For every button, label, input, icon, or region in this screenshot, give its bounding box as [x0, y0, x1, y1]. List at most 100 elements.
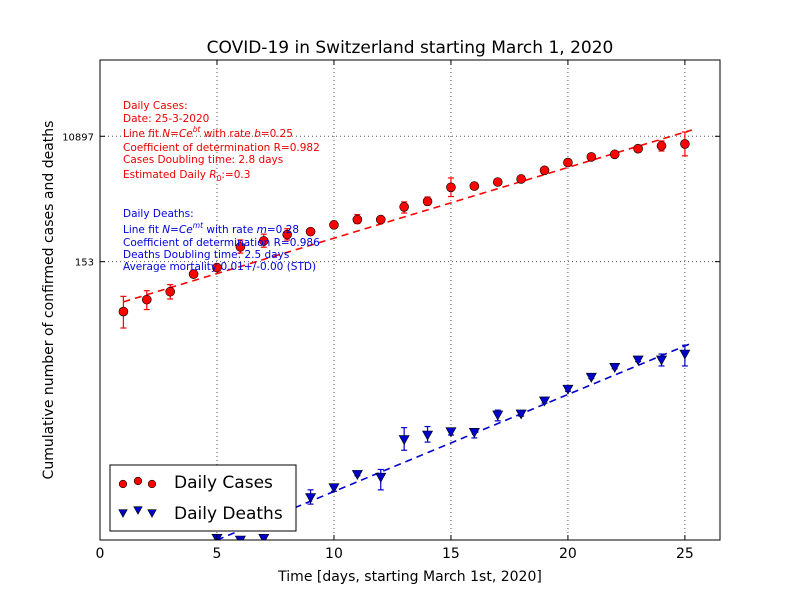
cases-annotation-date: Date: 25-3-2020 [123, 113, 209, 125]
deaths-point [515, 409, 527, 420]
deaths-annotation-header: Daily Deaths: [123, 208, 194, 220]
data-markers [118, 131, 691, 540]
cases-point [375, 214, 386, 225]
deaths-fit-var: m [257, 224, 267, 236]
x-axis-label: Time [days, starting March 1st, 2020] [277, 569, 542, 585]
deaths-point [351, 470, 363, 481]
y-tick-label: 10897 [62, 132, 94, 143]
cases-r0-sub: 0 [217, 174, 222, 183]
deaths-point [539, 396, 551, 407]
deaths-point [492, 410, 504, 421]
deaths-point [398, 435, 410, 446]
cases-annotation-fit: Line fit N=Cebt with rate b=0.25 [123, 125, 293, 140]
cases-point [422, 196, 433, 207]
deaths-point [679, 349, 691, 360]
legend-box [109, 464, 297, 532]
legend-marker-deaths [118, 509, 128, 518]
deaths-point [585, 372, 597, 383]
cases-point [141, 294, 152, 305]
x-tick-label: 0 [96, 546, 105, 562]
deaths-point [445, 427, 457, 438]
cases-fit-mid: with rate [200, 128, 254, 140]
cases-fit-c: Ce [179, 128, 193, 140]
deaths-annotation-r: Coefficient of determination R=0.986 [123, 237, 320, 249]
cases-point [633, 143, 643, 154]
grid [100, 60, 720, 540]
deaths-fit-n: N [162, 224, 170, 236]
cases-point [352, 214, 363, 225]
cases-point [609, 149, 620, 160]
cases-point [282, 229, 292, 240]
x-tick-label: 25 [676, 546, 694, 562]
cases-annotation-r: Coefficient of determination R=0.982 [123, 142, 320, 154]
cases-annotation: Daily Cases: Date: 25-3-2020 Line fit N=… [123, 100, 320, 183]
cases-fit-eq: = [170, 128, 179, 140]
cases-point [680, 139, 690, 149]
axis-ticks: 0 5 10 15 20 25 153 10897 [62, 60, 720, 562]
deaths-point [234, 535, 246, 540]
cases-point [235, 242, 246, 252]
cases-r0-prefix: Estimated Daily [123, 169, 209, 181]
cases-annotation-doubling: Cases Doubling time: 2.8 days [123, 154, 283, 166]
cases-r0-var: R [209, 169, 216, 181]
x-tick-label: 15 [442, 546, 460, 562]
legend: Daily Cases Daily Deaths [109, 464, 297, 532]
deaths-fit-c: Ce [179, 224, 193, 236]
deaths-point [609, 363, 621, 373]
cases-point [165, 286, 175, 297]
cases-fit-line [123, 129, 693, 303]
cases-point [118, 306, 129, 317]
cases-point [516, 174, 526, 184]
cases-point [399, 202, 409, 212]
deaths-point [422, 430, 434, 441]
cases-point [469, 181, 480, 191]
cases-fit-var: b [254, 128, 261, 140]
deaths-point [328, 483, 340, 494]
deaths-point [305, 493, 317, 504]
deaths-fit-prefix: Line fit [123, 224, 162, 236]
deaths-fit-eq: = [170, 224, 179, 236]
deaths-point [258, 534, 270, 540]
legend-marker-deaths [133, 506, 143, 515]
y-axis-label: Cumulative number of confirmed cases and… [41, 121, 57, 480]
deaths-annotation-doubling: Deaths Doubling time: 2.5 days [123, 249, 289, 261]
cases-annotation-r0: Estimated Daily R0:=0.3 [123, 169, 250, 183]
deaths-annotation-mortality: Average mortality 0.01+/-0.00 (STD) [123, 261, 316, 273]
cases-r0-value: :=0.3 [221, 169, 250, 181]
deaths-fit-value: =0.28 [267, 224, 299, 236]
deaths-point [632, 355, 644, 366]
deaths-point [655, 355, 668, 366]
legend-markers [118, 476, 157, 518]
legend-marker-cases [147, 479, 157, 489]
x-tick-label: 20 [559, 546, 577, 562]
cases-point [212, 262, 222, 273]
cases-fit-value: =0.25 [261, 128, 293, 140]
cases-point [563, 157, 573, 168]
chart-title: COVID-19 in Switzerland starting March 1… [207, 38, 614, 58]
plot-frame [99, 59, 721, 541]
deaths-point [562, 384, 574, 395]
cases-fit-exp: bt [193, 125, 202, 134]
cases-annotation-header: Daily Cases: [123, 100, 188, 112]
cases-fit-n: N [162, 128, 170, 140]
cases-point [446, 182, 456, 193]
y-tick-label: 153 [75, 258, 94, 269]
x-tick-label: 10 [325, 546, 343, 562]
deaths-point [375, 472, 387, 483]
cases-point [329, 220, 339, 230]
cases-fit-prefix: Line fit [123, 128, 162, 140]
legend-marker-cases [118, 479, 128, 489]
deaths-annotation: Daily Deaths: Line fit N=Cemt with rate … [123, 208, 320, 273]
deaths-fit-exp: mt [193, 221, 204, 230]
cases-point [539, 165, 550, 176]
cases-point [656, 141, 667, 151]
legend-label-cases: Daily Cases [174, 473, 273, 493]
cases-point [586, 152, 597, 162]
legend-marker-cases [133, 476, 143, 486]
cases-point [305, 226, 316, 237]
cases-point [188, 269, 199, 279]
deaths-point [468, 428, 480, 438]
x-tick-label: 5 [213, 546, 222, 562]
deaths-fit-mid: with rate [203, 224, 257, 236]
